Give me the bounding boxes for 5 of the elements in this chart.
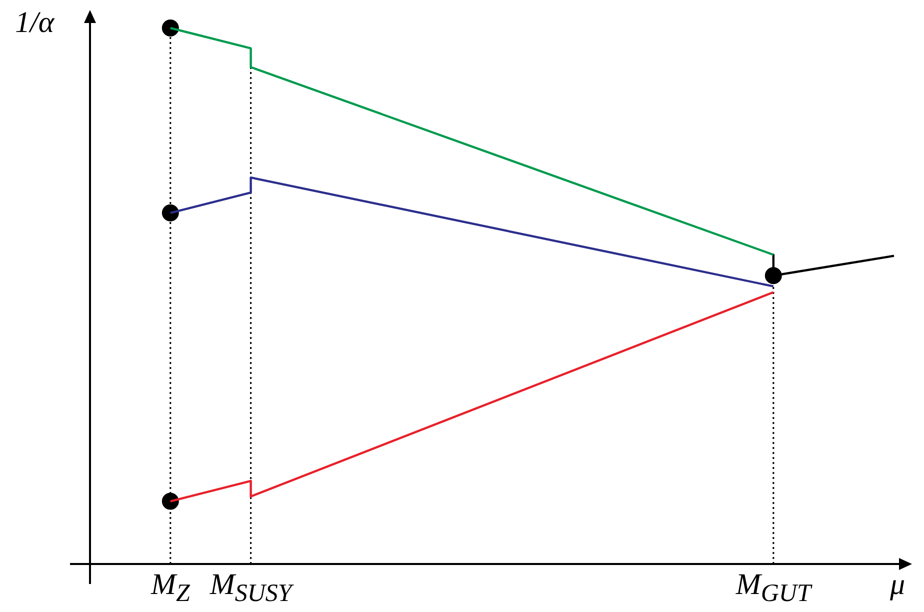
- y-axis-title: 1/α: [15, 6, 54, 40]
- x-axis-title: μ: [890, 568, 906, 602]
- x-tick-label: M$_{Z}$: [150, 568, 190, 608]
- x-tick-label: M$_{SUSY}$: [210, 568, 292, 608]
- x-tick-label: M$_{GUT}$: [736, 568, 811, 608]
